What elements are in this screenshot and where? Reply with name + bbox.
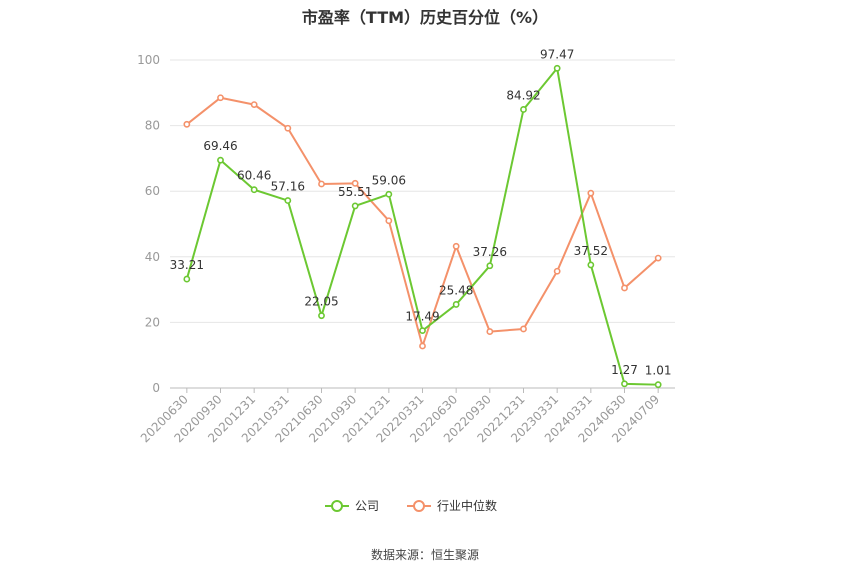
data-point-company	[654, 381, 662, 389]
data-point-industry-median	[284, 124, 292, 132]
data-point-industry-median	[419, 342, 426, 350]
data-point-company	[621, 380, 628, 388]
data-point-company	[419, 327, 426, 335]
data-label: 33.21	[170, 258, 204, 272]
data-label: 59.06	[372, 173, 406, 187]
data-point-company	[486, 262, 494, 270]
series-line-company	[185, 67, 659, 386]
data-point-company	[284, 197, 292, 204]
data-point-company	[183, 275, 191, 283]
data-point-industry-median	[587, 189, 595, 197]
legend-marker-icon	[413, 500, 425, 512]
y-tick-label: 40	[145, 250, 160, 264]
data-point-company	[217, 156, 224, 164]
data-label: 84.92	[506, 88, 540, 102]
data-label: 1.27	[611, 363, 638, 377]
data-point-industry-median	[621, 284, 628, 292]
data-label: 60.46	[237, 169, 271, 183]
data-point-industry-median	[183, 120, 191, 128]
data-label: 69.46	[203, 139, 237, 153]
y-tick-label: 80	[145, 119, 160, 133]
data-point-industry-median	[250, 101, 258, 109]
data-point-company	[587, 261, 595, 269]
data-label: 37.26	[473, 245, 507, 259]
series	[183, 64, 662, 389]
data-point-company	[250, 186, 258, 194]
data-point-company	[318, 312, 325, 320]
y-tick-label: 20	[145, 315, 160, 329]
data-label: 37.52	[574, 244, 608, 258]
legend[interactable]: 公司 行业中位数	[325, 498, 497, 513]
data-point-company	[385, 190, 393, 198]
data-label: 25.48	[439, 283, 473, 297]
data-point-company	[452, 301, 460, 308]
grid	[170, 59, 675, 323]
data-point-industry-median	[486, 328, 494, 335]
data-label: 57.16	[271, 180, 305, 194]
data-point-industry-median	[520, 325, 527, 333]
data-label: 22.05	[304, 295, 338, 309]
y-tick-label: 100	[137, 53, 160, 67]
legend-marker-icon	[331, 500, 343, 512]
data-source: 数据来源：恒生聚源	[370, 548, 479, 562]
data-point-industry-median	[217, 94, 224, 102]
data-point-industry-median	[452, 242, 460, 250]
data-point-industry-median	[654, 254, 662, 262]
data-label: 17.49	[405, 310, 439, 324]
data-label: 55.51	[338, 185, 372, 199]
y-tick-label: 0	[152, 381, 160, 395]
data-label: 1.01	[645, 364, 672, 378]
data-point-industry-median	[318, 180, 325, 188]
chart-title: 市盈率（TTM）历史百分位（%）	[301, 8, 549, 27]
data-point-industry-median	[553, 267, 561, 275]
data-point-company	[553, 64, 561, 72]
data-point-company	[351, 202, 359, 210]
y-tick-label: 60	[145, 184, 160, 198]
legend-label: 行业中位数	[437, 498, 497, 513]
data-point-industry-median	[385, 217, 393, 225]
legend-item-1[interactable]: 行业中位数	[407, 498, 497, 513]
data-point-company	[520, 106, 527, 113]
legend-label: 公司	[355, 499, 379, 513]
legend-item-0[interactable]: 公司	[325, 499, 379, 513]
data-label: 97.47	[540, 47, 574, 61]
data-point-industry-median	[351, 179, 359, 187]
